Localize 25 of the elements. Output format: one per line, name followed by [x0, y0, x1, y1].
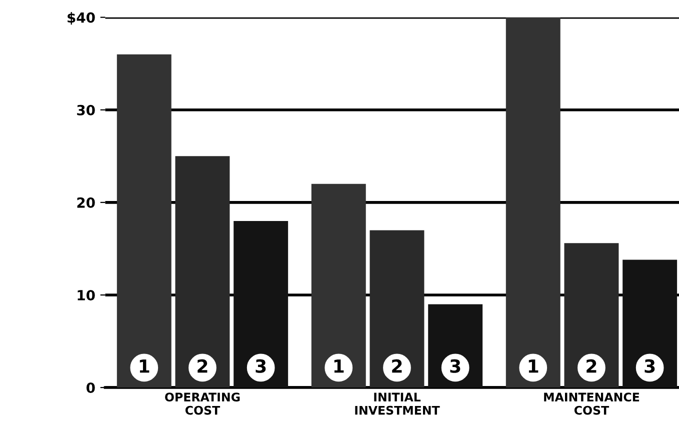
series-label: 2 — [198, 359, 208, 373]
text: 1 — [334, 360, 344, 373]
text: 3 — [644, 359, 655, 373]
bar — [564, 243, 619, 388]
text: 2 — [586, 359, 596, 373]
bar — [116, 54, 172, 388]
series-label: 1 — [140, 360, 150, 373]
bar — [175, 156, 230, 388]
text: 1 — [528, 360, 538, 373]
text: 2 — [392, 359, 402, 373]
text: 3 — [450, 359, 460, 373]
y-tick-label: 10 — [78, 290, 95, 300]
y-tick-label: $40 — [68, 12, 95, 25]
series-label: 3 — [256, 359, 266, 373]
x-tick-label: OPERATING COST — [165, 392, 240, 415]
bar — [506, 17, 560, 388]
bar — [622, 260, 678, 388]
y-tick-label: 0 — [86, 382, 95, 394]
y-tick-label: 20 — [77, 197, 95, 208]
y-tick-label: 30 — [77, 104, 95, 116]
x-tick-label: INITIAL INVESTMENT — [355, 392, 440, 415]
bar — [370, 230, 424, 388]
bar — [311, 184, 366, 388]
bar — [234, 220, 288, 388]
x-tick-label: MAINTENANCE COST — [544, 392, 640, 415]
